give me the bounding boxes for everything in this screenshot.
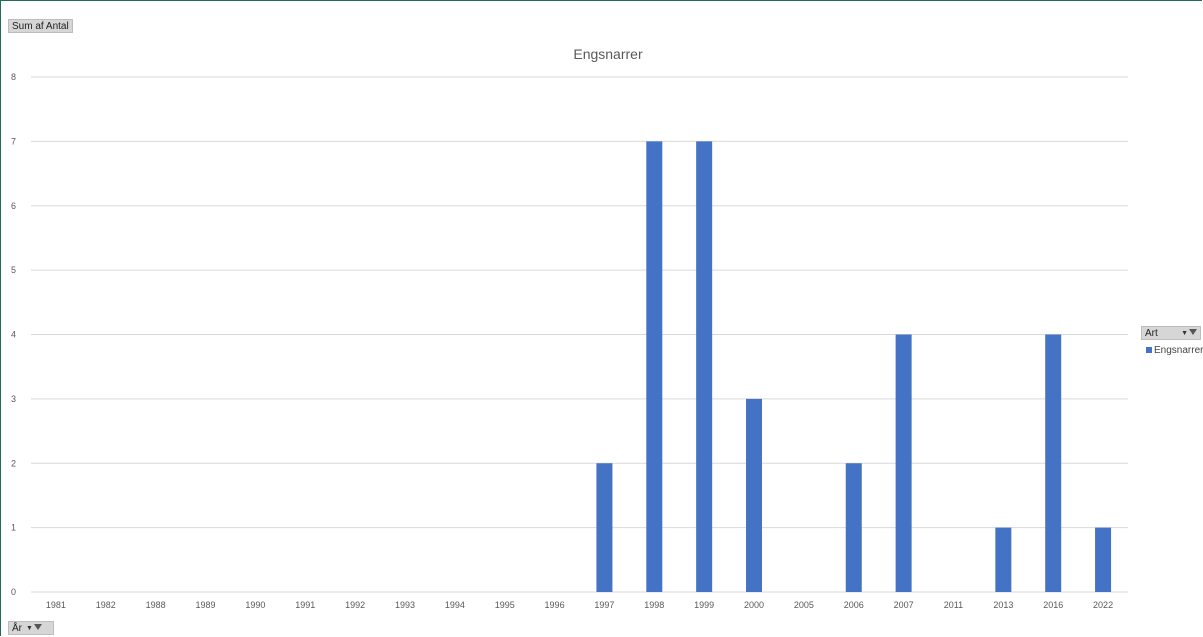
- x-tick-label-1992: 1992: [345, 600, 365, 610]
- legend-entry-label: Engsnarrer: [1154, 345, 1203, 356]
- x-tick-label-1982: 1982: [96, 600, 116, 610]
- x-tick-label-1997: 1997: [594, 600, 614, 610]
- x-tick-label-1996: 1996: [545, 600, 565, 610]
- bar-2013: [995, 527, 1012, 592]
- x-tick-label-1991: 1991: [295, 600, 315, 610]
- legend-field-button[interactable]: Art ▼: [1141, 326, 1201, 340]
- x-tick-label-2013: 2013: [993, 600, 1013, 610]
- x-tick-label-2000: 2000: [744, 600, 764, 610]
- bar-2006: [845, 463, 862, 592]
- x-tick-label-2006: 2006: [844, 600, 864, 610]
- filter-icon: [33, 624, 42, 631]
- y-tick-label: 5: [11, 265, 16, 275]
- y-tick-label: 6: [11, 201, 16, 211]
- y-tick-label: 2: [11, 458, 16, 468]
- legend-entry: Engsnarrer: [1146, 345, 1203, 356]
- x-tick-label-1998: 1998: [644, 600, 664, 610]
- y-tick-label: 3: [11, 394, 16, 404]
- axis-field-button[interactable]: År ▼: [8, 621, 54, 635]
- axis-field-label: År: [12, 623, 22, 634]
- x-tick-label-1981: 1981: [46, 600, 66, 610]
- x-tick-label-2011: 2011: [944, 600, 963, 610]
- x-tick-label-1990: 1990: [245, 600, 265, 610]
- y-tick-label: 7: [11, 136, 16, 146]
- values-field-button[interactable]: Sum af Antal: [8, 19, 73, 33]
- x-tick-label-1999: 1999: [694, 600, 714, 610]
- x-tick-label-2022: 2022: [1093, 600, 1113, 610]
- bar-2016: [1045, 334, 1062, 592]
- x-tick-label-1993: 1993: [395, 600, 415, 610]
- bar-1997: [596, 463, 613, 592]
- bar-1998: [646, 141, 663, 592]
- gridlines: [31, 76, 1128, 593]
- y-tick-label: 4: [11, 330, 16, 340]
- bar-2007: [895, 334, 912, 592]
- chart-title: Engsnarrer: [573, 46, 643, 62]
- bars: [596, 141, 1112, 592]
- x-axis: 1981 1982 1988 1989 1990 1991 1992 1993 1994 1995…: [46, 600, 1113, 610]
- dropdown-arrow-icon: ▼: [1181, 330, 1188, 337]
- y-tick-label: 0: [11, 587, 16, 597]
- y-tick-label: 8: [11, 72, 16, 82]
- x-tick-label-2007: 2007: [894, 600, 914, 610]
- y-axis: 0 1 2 3 4 5 6 7 8: [11, 72, 16, 597]
- dropdown-arrow-icon: ▼: [26, 625, 33, 632]
- x-tick-label-2016: 2016: [1043, 600, 1063, 610]
- y-tick-label: 1: [11, 523, 16, 533]
- bar-1999: [696, 141, 713, 592]
- x-tick-label-1994: 1994: [445, 600, 465, 610]
- x-tick-label-1988: 1988: [146, 600, 166, 610]
- legend-swatch: [1146, 347, 1152, 354]
- x-tick-label-2005: 2005: [794, 600, 814, 610]
- bar-2022: [1095, 527, 1112, 592]
- legend-field-label: Art: [1145, 328, 1158, 339]
- values-field-label: Sum af Antal: [12, 21, 69, 32]
- bar-2000: [746, 398, 763, 592]
- x-tick-label-1995: 1995: [495, 600, 515, 610]
- filter-icon: [1189, 329, 1197, 336]
- x-tick-label-1989: 1989: [196, 600, 216, 610]
